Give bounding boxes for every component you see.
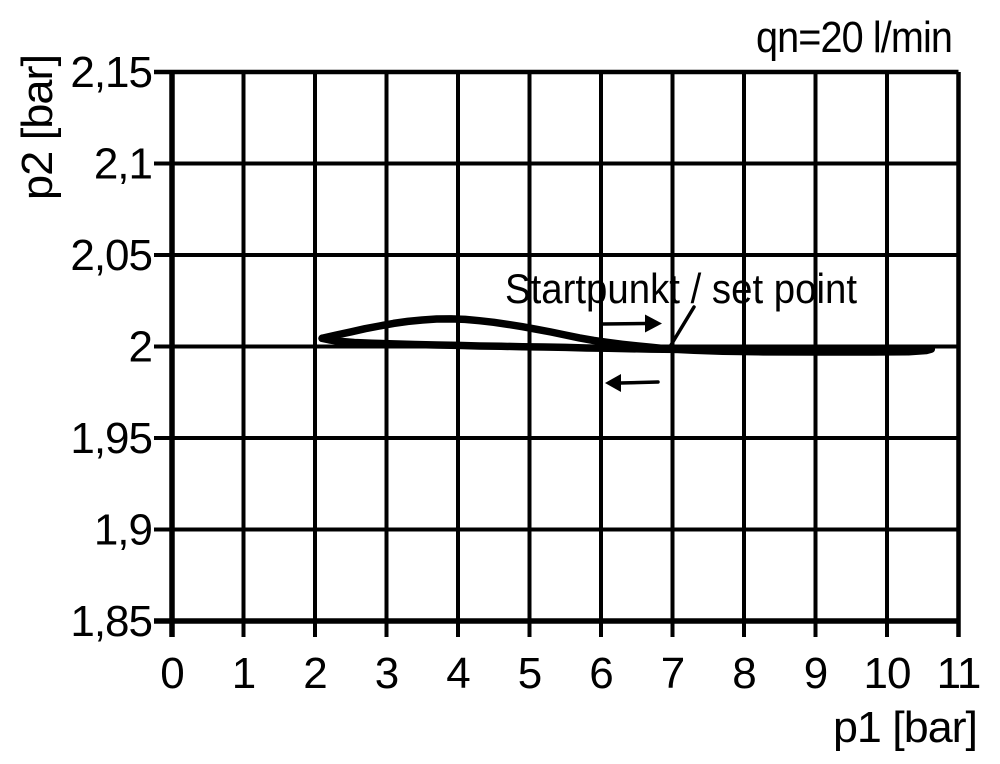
flow-direction-left-arrow-icon [605,374,660,392]
set-point-annotation: Startpunkt / set point [505,265,857,347]
x-tick-label: 0 [160,649,183,698]
y-tick-labels: 2,15 2,1 2,05 2 1,95 1,9 1,85 [70,48,153,646]
y-axis-title: p2 [bar] [13,55,62,200]
axes [154,70,959,637]
curve-upper-branch [318,315,936,356]
y-tick-label: 1,9 [94,506,152,555]
y-tick-label: 1,85 [70,597,152,646]
x-tick-label: 11 [937,649,981,698]
x-axis-title: p1 [bar] [833,703,977,752]
x-tick-label: 6 [589,649,612,698]
y-tick-label: 2,15 [70,48,152,97]
y-tick-label: 1,95 [70,414,152,463]
x-tick-label: 2 [303,649,326,698]
flow-direction-right-arrow-icon [601,314,662,333]
x-tick-label: 1 [232,649,255,698]
y-tick-label: 2 [129,323,152,372]
x-tick-labels: 0 1 2 3 4 5 6 7 8 9 10 11 [160,649,981,698]
x-tick-label: 4 [446,649,470,698]
x-tick-label: 10 [864,649,911,698]
curve-lower-branch [318,334,680,354]
x-tick-label: 7 [661,649,684,698]
x-tick-label: 9 [804,649,827,698]
set-point-callout-line [669,305,696,347]
y-tick-label: 2,1 [94,140,152,189]
x-tick-label: 5 [518,649,541,698]
horizontal-gridlines [154,69,959,532]
set-point-label: Startpunkt / set point [505,265,857,312]
y-tick-label: 2,05 [70,231,152,280]
x-tick-label: 3 [375,649,398,698]
chart-title: qn=20 l/min [756,13,952,62]
x-tick-label: 8 [732,649,755,698]
